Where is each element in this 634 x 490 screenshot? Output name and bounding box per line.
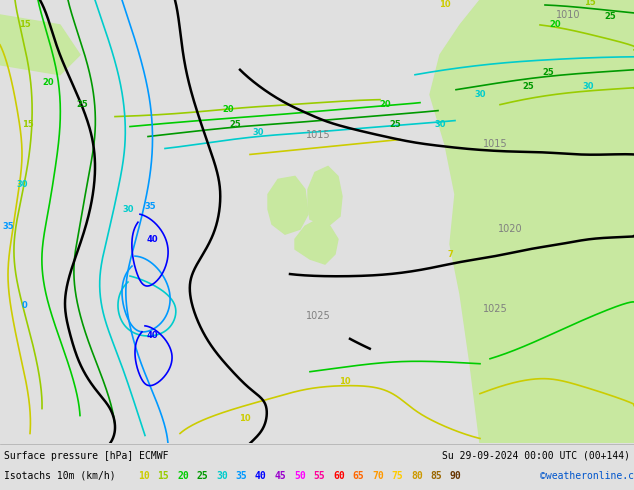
Text: 40: 40 bbox=[146, 331, 158, 341]
Text: 50: 50 bbox=[294, 471, 306, 481]
Text: Isotachs 10m (km/h): Isotachs 10m (km/h) bbox=[4, 471, 115, 481]
Text: 1015: 1015 bbox=[306, 129, 330, 140]
Text: 1025: 1025 bbox=[482, 304, 507, 314]
Text: 30: 30 bbox=[582, 82, 594, 91]
Text: ©weatheronline.co.uk: ©weatheronline.co.uk bbox=[540, 471, 634, 481]
Text: 25: 25 bbox=[76, 100, 88, 109]
Text: 7: 7 bbox=[447, 249, 453, 259]
Text: 30: 30 bbox=[252, 128, 264, 137]
Text: 30: 30 bbox=[16, 180, 28, 189]
Text: 25: 25 bbox=[389, 120, 401, 129]
Text: 20: 20 bbox=[177, 471, 189, 481]
Text: Surface pressure [hPa] ECMWF: Surface pressure [hPa] ECMWF bbox=[4, 451, 169, 461]
Polygon shape bbox=[308, 167, 342, 226]
Text: 10: 10 bbox=[439, 0, 451, 9]
Polygon shape bbox=[430, 0, 634, 443]
Text: 10: 10 bbox=[138, 471, 150, 481]
Text: Su 29-09-2024 00:00 UTC (00+144): Su 29-09-2024 00:00 UTC (00+144) bbox=[442, 451, 630, 461]
Text: 45: 45 bbox=[275, 471, 286, 481]
Text: 25: 25 bbox=[229, 120, 241, 129]
Text: 15: 15 bbox=[157, 471, 169, 481]
Text: 20: 20 bbox=[222, 105, 234, 114]
Text: 30: 30 bbox=[474, 90, 486, 99]
Text: 1025: 1025 bbox=[306, 311, 330, 321]
Text: 20: 20 bbox=[549, 21, 561, 29]
Polygon shape bbox=[295, 219, 338, 264]
Text: 25: 25 bbox=[542, 68, 554, 77]
Text: 25: 25 bbox=[522, 82, 534, 91]
Polygon shape bbox=[268, 176, 308, 234]
Text: 15: 15 bbox=[19, 21, 31, 29]
Text: 1015: 1015 bbox=[482, 140, 507, 149]
Text: 35: 35 bbox=[235, 471, 247, 481]
Text: 55: 55 bbox=[313, 471, 325, 481]
Text: 15: 15 bbox=[584, 0, 596, 7]
Text: 1010: 1010 bbox=[556, 10, 580, 20]
Text: 25: 25 bbox=[197, 471, 208, 481]
Text: 10: 10 bbox=[239, 414, 251, 423]
Text: 85: 85 bbox=[430, 471, 443, 481]
Text: 40: 40 bbox=[146, 235, 158, 244]
Text: 70: 70 bbox=[372, 471, 384, 481]
Text: 1020: 1020 bbox=[498, 224, 522, 234]
Text: 10: 10 bbox=[339, 377, 351, 386]
Text: 0: 0 bbox=[22, 301, 28, 311]
Text: 30: 30 bbox=[216, 471, 228, 481]
Text: 20: 20 bbox=[42, 78, 54, 87]
Text: 35: 35 bbox=[144, 202, 156, 211]
Text: 90: 90 bbox=[450, 471, 462, 481]
Text: 60: 60 bbox=[333, 471, 345, 481]
Text: 15: 15 bbox=[22, 120, 34, 129]
Text: 20: 20 bbox=[379, 100, 391, 109]
Text: 35: 35 bbox=[2, 221, 14, 231]
Text: 30: 30 bbox=[122, 205, 134, 214]
Text: 30: 30 bbox=[434, 120, 446, 129]
Polygon shape bbox=[0, 15, 80, 75]
Text: 80: 80 bbox=[411, 471, 423, 481]
Text: 40: 40 bbox=[255, 471, 267, 481]
Text: 75: 75 bbox=[392, 471, 403, 481]
Text: 65: 65 bbox=[353, 471, 365, 481]
Polygon shape bbox=[500, 324, 634, 443]
Text: 25: 25 bbox=[604, 12, 616, 22]
